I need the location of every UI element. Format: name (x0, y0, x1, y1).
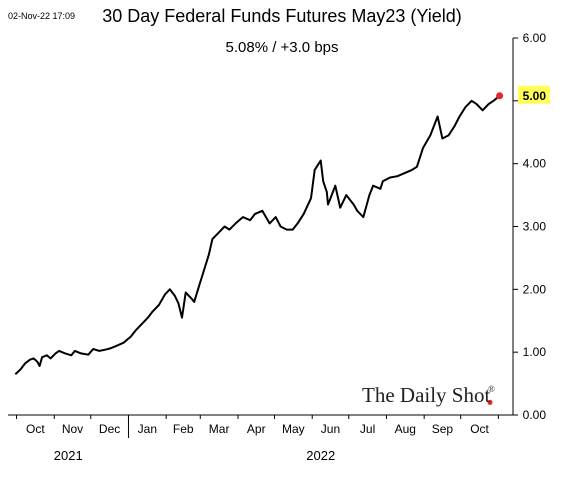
last-value-highlight (518, 85, 550, 104)
y-tick-label: 4.00 (523, 157, 547, 171)
watermark: The Daily Shot ® (362, 383, 495, 407)
x-tick-label: Sep (432, 422, 454, 436)
x-tick-label: Mar (209, 422, 230, 436)
y-tick-label: 3.00 (523, 220, 547, 234)
year-label: 2021 (54, 448, 83, 463)
x-tick-label: Jan (138, 422, 157, 436)
year-label: 2022 (306, 448, 335, 463)
x-tick-label: Jul (360, 422, 375, 436)
last-value-label: 5.00 (523, 89, 547, 103)
base-marker-dot (487, 399, 493, 405)
series-line (14, 95, 501, 375)
timestamp: 02-Nov-22 17:09 (8, 11, 75, 21)
watermark-registered-mark: ® (488, 384, 495, 394)
y-tick-label: 1.00 (523, 345, 547, 359)
x-tick-label: May (282, 422, 305, 436)
chart-subtitle: 5.08% / +3.0 bps (226, 39, 339, 56)
chart-title: 30 Day Federal Funds Futures May23 (Yiel… (102, 6, 462, 26)
y-tick-label: 6.00 (523, 31, 547, 45)
x-tick-label: Feb (173, 422, 194, 436)
x-tick-label: Nov (62, 422, 83, 436)
plot-area (14, 92, 504, 405)
x-tick-label: Oct (26, 422, 45, 436)
axes: 0.00 1.00 2.00 3.00 4.00 6.00 5.00 Oct Nov Dec Jan… (8, 31, 550, 463)
watermark-text: The Daily Shot (362, 383, 490, 407)
x-tick-label: Oct (470, 422, 489, 436)
x-tick-label: Aug (395, 422, 416, 436)
y-tick-label: 2.00 (523, 282, 547, 296)
y-tick-label: 0.00 (523, 408, 547, 422)
x-tick-label: Jun (321, 422, 340, 436)
last-point-marker (496, 92, 504, 100)
x-tick-label: Dec (99, 422, 120, 436)
x-tick-label: Apr (247, 422, 266, 436)
